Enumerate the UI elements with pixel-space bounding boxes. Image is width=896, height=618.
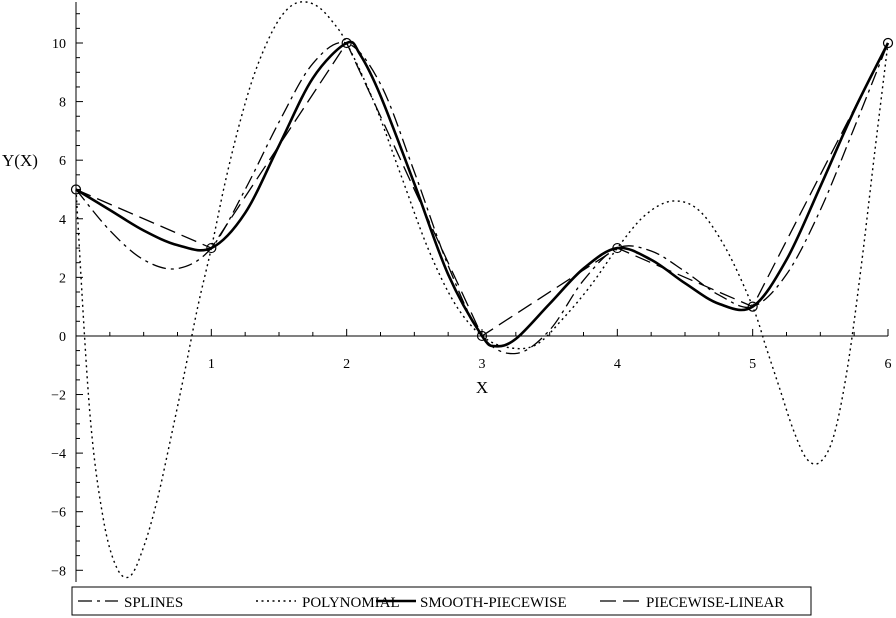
y-tick-label: 10	[52, 37, 66, 52]
x-tick-label: 6	[885, 357, 892, 372]
y-tick-label: 4	[59, 213, 66, 228]
ticks: 1 2 3 4 5 6 −8 −6 −4 −2 0 2 4 6 8 10	[51, 13, 892, 579]
series-smooth-piecewise-line	[75, 40, 890, 348]
legend-label-splines: SPLINES	[124, 595, 183, 611]
x-tick-label: 5	[749, 357, 756, 372]
legend-box	[71, 586, 812, 616]
data-point-marker	[206, 242, 217, 254]
y-tick-label: 6	[59, 154, 66, 169]
x-tick-label: 4	[614, 357, 621, 372]
y-tick-label: −6	[51, 506, 66, 521]
y-tick-label: −4	[51, 447, 66, 462]
y-tick-label: 2	[59, 271, 66, 286]
data-point-marker	[70, 184, 82, 195]
series-polynomial-line	[75, 1, 889, 579]
legend-label-smooth-piecewise: SMOOTH-PIECEWISE	[420, 595, 567, 611]
y-axis-title: Y(X)	[2, 151, 38, 170]
legend-label-polynomial: POLYNOMIAL	[302, 595, 400, 611]
data-markers	[70, 37, 894, 342]
y-tick-label: 0	[59, 330, 66, 345]
data-point-marker	[341, 37, 352, 49]
data-point-marker	[476, 330, 488, 342]
x-axis-title: X	[476, 378, 488, 397]
legend-label-piecewise-linear: PIECEWISE-LINEAR	[646, 595, 784, 611]
series-layer	[75, 1, 890, 579]
y-tick-label: −2	[51, 389, 66, 404]
data-point-marker	[747, 301, 758, 312]
y-tick-label: 8	[59, 96, 66, 111]
data-point-marker	[612, 242, 623, 254]
legend: SPLINES POLYNOMIAL SMOOTH-PIECEWISE PIECEWI…	[71, 586, 812, 616]
x-tick-label: 3	[479, 357, 486, 372]
x-tick-label: 1	[208, 357, 215, 372]
data-point-marker	[882, 37, 894, 49]
x-tick-label: 2	[343, 357, 350, 372]
y-tick-label: −8	[51, 564, 66, 579]
